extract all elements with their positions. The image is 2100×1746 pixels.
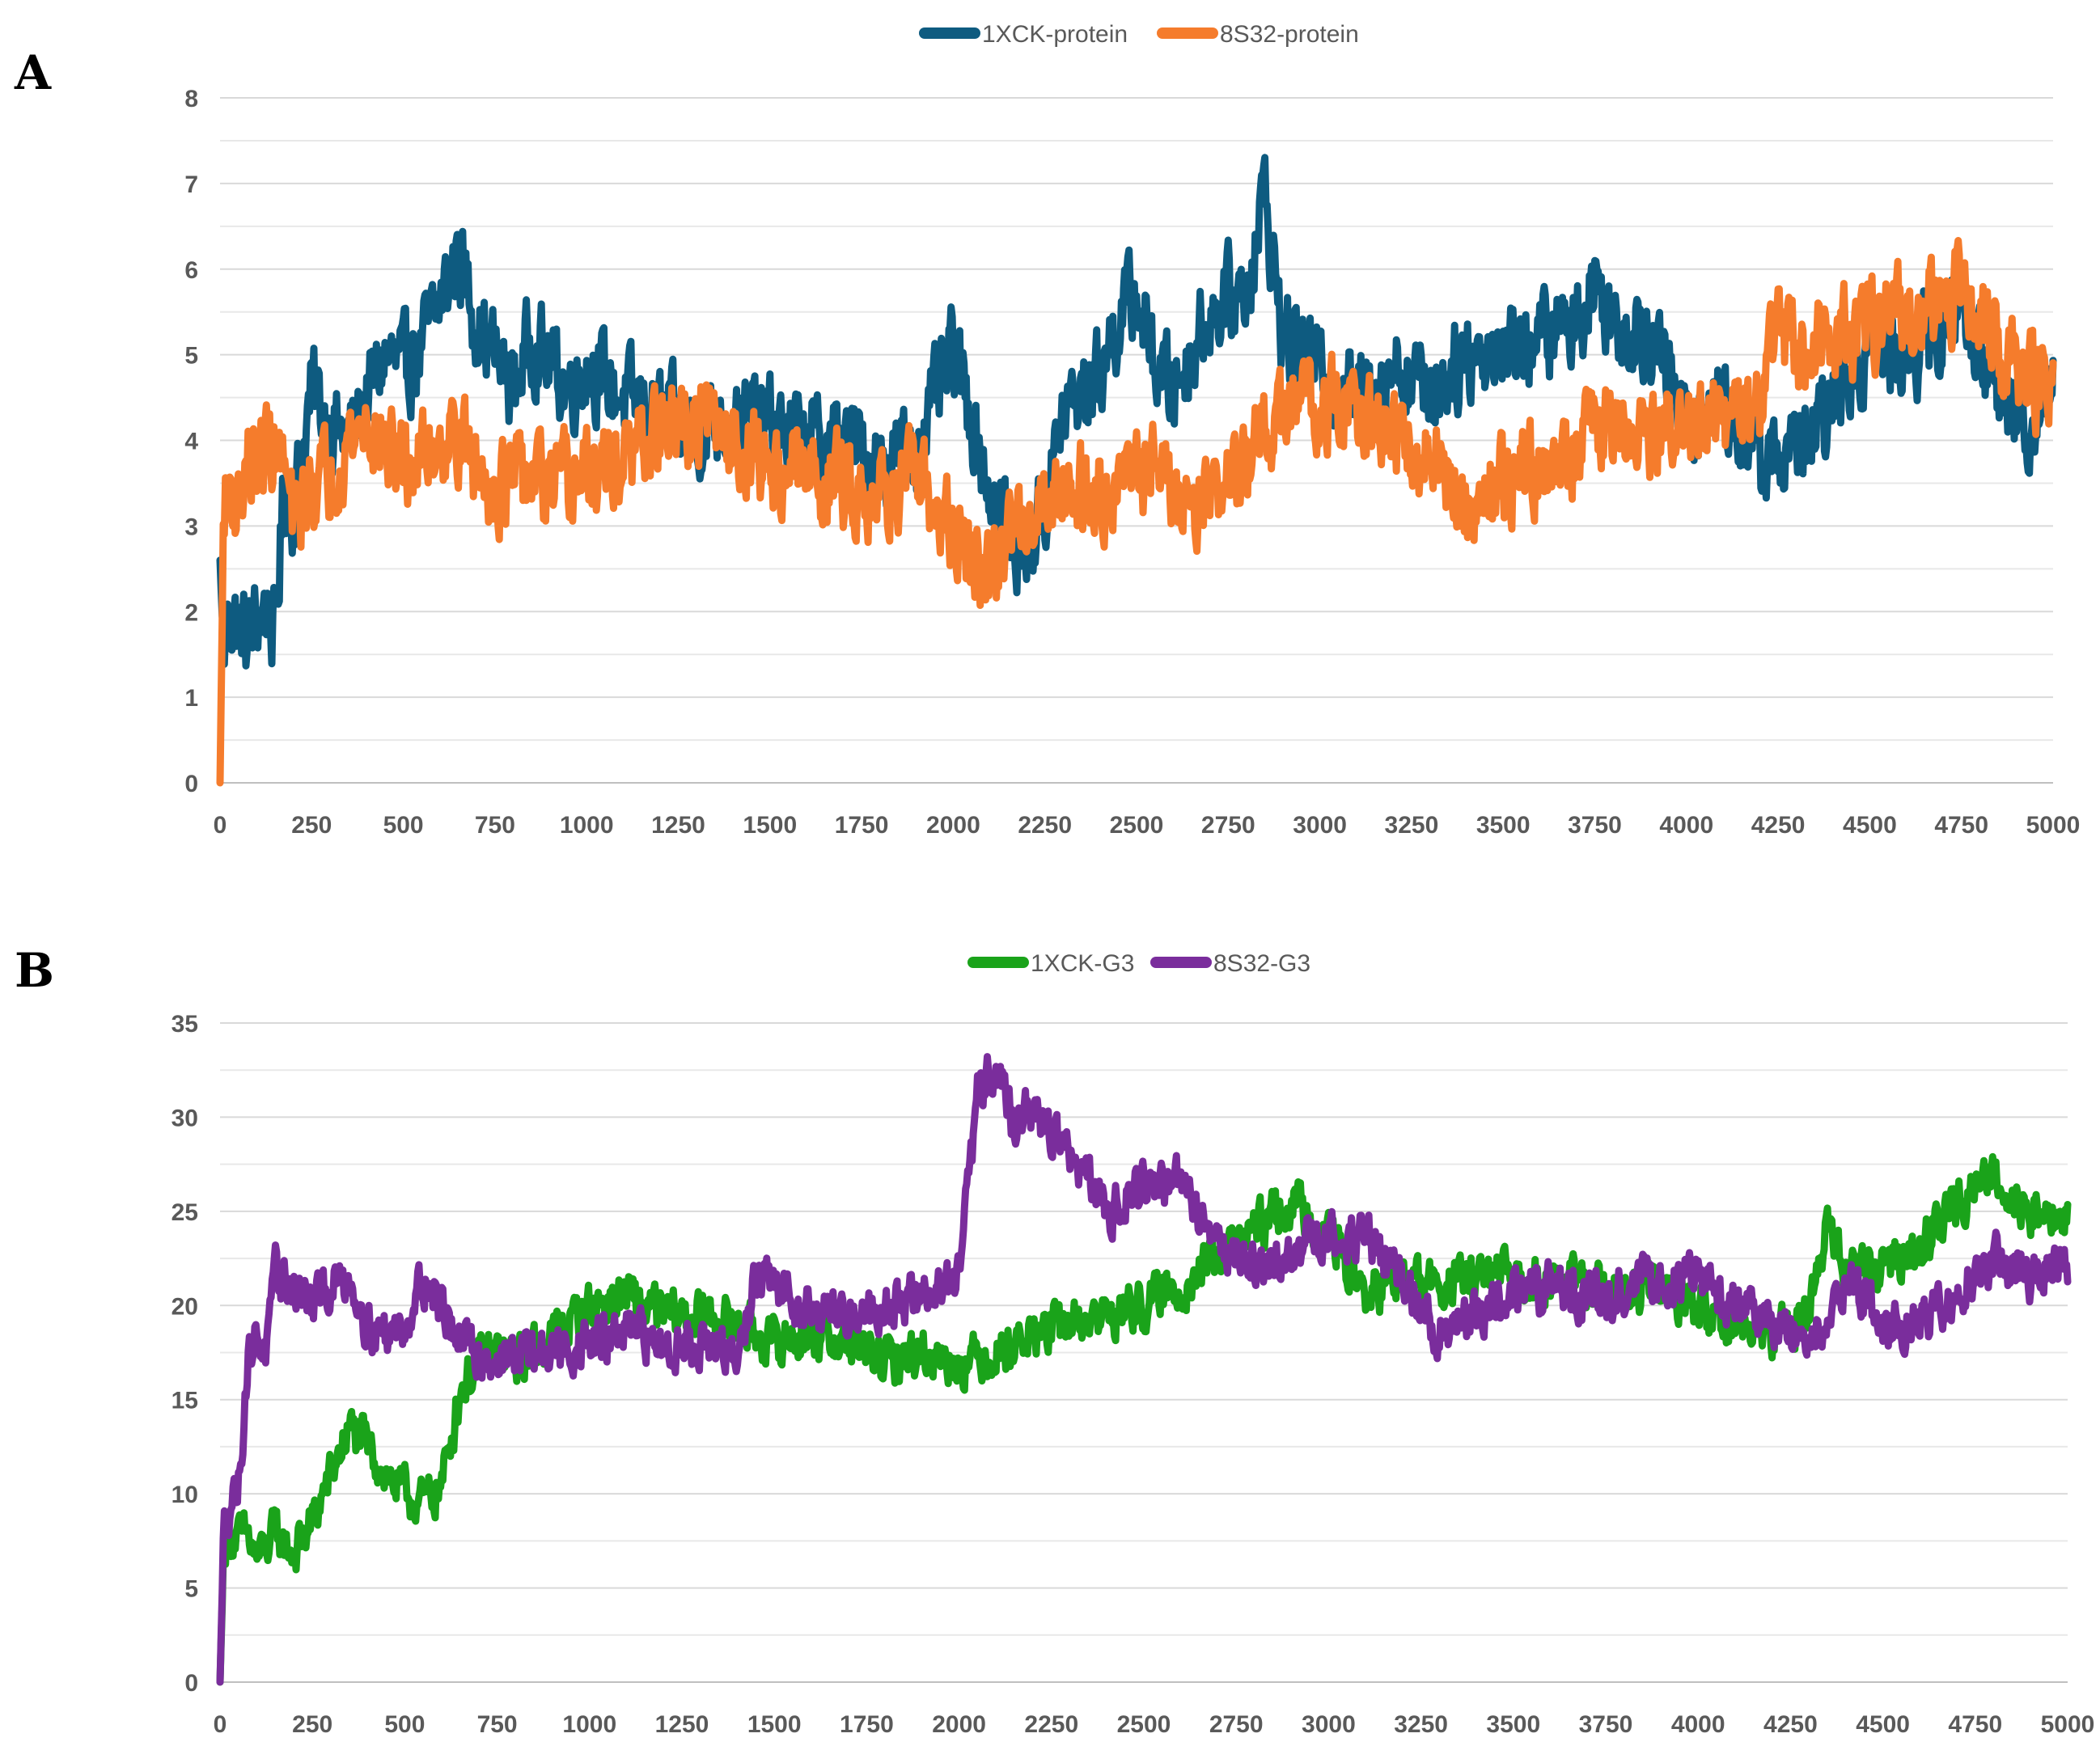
panel-b-letter: B — [15, 943, 54, 998]
x-tick-label: 500 — [384, 1711, 425, 1738]
x-tick-label: 5000 — [2026, 812, 2081, 839]
x-tick-label: 2500 — [1117, 1711, 1171, 1738]
x-tick-label: 1500 — [747, 1711, 802, 1738]
y-tick-label: 3 — [184, 514, 198, 540]
y-tick-label: 10 — [171, 1482, 198, 1508]
x-tick-label: 4750 — [1934, 812, 1988, 839]
x-tick-label: 2250 — [1018, 812, 1072, 839]
x-tick-label: 3500 — [1476, 812, 1531, 839]
panel-a-letter: A — [14, 45, 52, 100]
series-line-8s32-protein — [216, 237, 2057, 787]
y-tick-label: 15 — [171, 1388, 198, 1414]
y-tick-label: 5 — [184, 343, 198, 370]
x-tick-label: 3250 — [1394, 1711, 1448, 1738]
series-line-1xck-protein — [216, 154, 2057, 670]
y-tick-label: 0 — [184, 771, 198, 797]
series-line-1xck-g3 — [216, 1152, 2072, 1686]
y-tick-label: 4 — [184, 429, 198, 455]
x-tick-label: 750 — [477, 1711, 518, 1738]
x-tick-label: 1500 — [743, 812, 797, 839]
x-tick-label: 1750 — [835, 812, 889, 839]
x-tick-label: 1750 — [840, 1711, 894, 1738]
x-tick-label: 1000 — [562, 1711, 616, 1738]
x-tick-label: 4000 — [1671, 1711, 1725, 1738]
x-tick-label: 1250 — [655, 1711, 709, 1738]
legend-label-8s32-protein: 8S32-protein — [1220, 21, 1359, 48]
x-tick-label: 4250 — [1763, 1711, 1818, 1738]
x-tick-label: 2000 — [926, 812, 980, 839]
legend-swatch-8s32-g3 — [1150, 957, 1212, 968]
x-tick-label: 5000 — [2041, 1711, 2095, 1738]
x-tick-label: 250 — [292, 1711, 332, 1738]
x-tick-label: 4500 — [1856, 1711, 1910, 1738]
x-tick-label: 2250 — [1024, 1711, 1078, 1738]
x-tick-label: 3750 — [1568, 812, 1622, 839]
x-tick-label: 4500 — [1843, 812, 1897, 839]
panel-b: B 1XCK-G3 8S32-G3 0 5 10 15 20 25 30 35 0 250 500 7… — [15, 943, 2094, 1738]
x-tick-label: 2500 — [1110, 812, 1164, 839]
y-tick-label: 7 — [184, 171, 198, 198]
x-tick-label: 250 — [291, 812, 332, 839]
y-tick-label: 25 — [171, 1199, 198, 1226]
y-tick-label: 30 — [171, 1105, 198, 1131]
x-tick-label: 2750 — [1209, 1711, 1264, 1738]
y-tick-label: 2 — [184, 599, 198, 626]
x-tick-label: 4750 — [1948, 1711, 2002, 1738]
y-tick-label: 20 — [171, 1293, 198, 1320]
x-tick-label: 3000 — [1293, 812, 1347, 839]
x-tick-label: 2000 — [932, 1711, 986, 1738]
legend-label-1xck-g3: 1XCK-G3 — [1031, 950, 1134, 977]
panel-b-legend: 1XCK-G3 8S32-G3 — [967, 950, 1310, 977]
y-tick-label: 1 — [184, 685, 198, 712]
x-tick-label: 500 — [383, 812, 424, 839]
y-tick-label: 6 — [184, 257, 198, 284]
x-tick-label: 3750 — [1579, 1711, 1633, 1738]
legend-label-8s32-g3: 8S32-G3 — [1213, 950, 1310, 977]
x-tick-label: 750 — [475, 812, 515, 839]
panel-b-plot-area: 0 5 10 15 20 25 30 35 0 250 500 750 1000 1250 1500 1750… — [171, 1011, 2095, 1738]
x-tick-label: 3500 — [1486, 1711, 1540, 1738]
y-tick-label: 35 — [171, 1011, 198, 1038]
legend-swatch-1xck-protein — [919, 27, 980, 39]
x-tick-label: 3000 — [1302, 1711, 1356, 1738]
panel-a-legend: 1XCK-protein 8S32-protein — [919, 21, 1359, 48]
y-tick-label: 8 — [184, 86, 198, 112]
x-tick-label: 3250 — [1385, 812, 1439, 839]
legend-label-1xck-protein: 1XCK-protein — [982, 21, 1128, 48]
x-tick-label: 4250 — [1751, 812, 1806, 839]
x-tick-label: 1250 — [651, 812, 705, 839]
x-tick-label: 2750 — [1201, 812, 1255, 839]
legend-swatch-1xck-g3 — [967, 957, 1029, 968]
x-tick-label: 1000 — [560, 812, 614, 839]
panel-a: A 1XCK-protein 8S32-protein 0 1 2 3 4 5 6 7 8 0 25… — [14, 21, 2080, 839]
panel-a-plot-area: 0 1 2 3 4 5 6 7 8 0 250 500 750 1000 1250 1500 1750 2000 2… — [184, 86, 2080, 839]
y-tick-label: 5 — [184, 1576, 198, 1603]
legend-swatch-8s32-protein — [1157, 27, 1218, 39]
series-line-8s32-g3 — [216, 1053, 2072, 1686]
x-tick-label: 4000 — [1659, 812, 1713, 839]
x-tick-label: 0 — [214, 1711, 227, 1738]
x-tick-label: 0 — [214, 812, 227, 839]
y-tick-label: 0 — [184, 1670, 198, 1697]
